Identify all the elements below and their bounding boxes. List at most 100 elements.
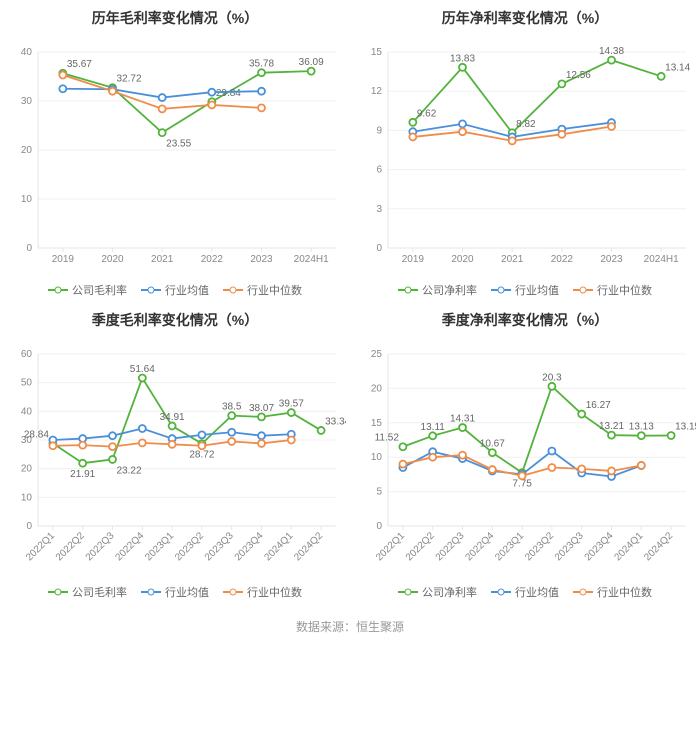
svg-text:2023Q3: 2023Q3 (203, 530, 236, 563)
svg-text:60: 60 (21, 349, 33, 360)
svg-text:0: 0 (376, 243, 382, 254)
svg-text:13.11: 13.11 (421, 422, 446, 433)
chart-body: 05101520252022Q12022Q22022Q32022Q42023Q1… (354, 336, 696, 576)
svg-text:25: 25 (371, 349, 383, 360)
svg-text:2024H1: 2024H1 (294, 254, 329, 265)
svg-text:6: 6 (376, 165, 382, 176)
svg-text:9: 9 (376, 125, 382, 136)
svg-text:2024Q1: 2024Q1 (612, 530, 645, 563)
svg-text:15: 15 (371, 47, 383, 58)
svg-text:38.5: 38.5 (222, 402, 242, 413)
chart-title: 季度毛利率变化情况（%） (4, 310, 346, 330)
legend-item-industry_median: 行业中位数 (573, 282, 652, 298)
svg-text:13.14: 13.14 (665, 62, 690, 73)
legend-label: 行业中位数 (597, 584, 652, 600)
svg-text:40: 40 (21, 47, 33, 58)
svg-text:2020: 2020 (101, 254, 124, 265)
svg-text:2023Q1: 2023Q1 (143, 530, 176, 563)
svg-text:35.78: 35.78 (249, 59, 274, 70)
panel-quarter_net: 季度净利率变化情况（%） 05101520252022Q12022Q22022Q… (350, 302, 700, 604)
svg-text:2024Q2: 2024Q2 (292, 530, 325, 563)
svg-text:50: 50 (21, 378, 33, 389)
svg-text:2023Q3: 2023Q3 (553, 530, 586, 563)
svg-text:39.57: 39.57 (279, 399, 304, 410)
svg-text:36.09: 36.09 (299, 57, 324, 68)
legend-item-industry_median: 行业中位数 (223, 584, 302, 600)
svg-text:28.72: 28.72 (189, 450, 214, 461)
svg-text:12: 12 (371, 86, 383, 97)
legend-item-industry_avg: 行业均值 (141, 282, 209, 298)
svg-text:2022Q2: 2022Q2 (404, 530, 437, 563)
svg-text:14.38: 14.38 (599, 46, 624, 57)
svg-text:2023Q2: 2023Q2 (173, 530, 206, 563)
svg-text:20: 20 (21, 464, 33, 475)
legend-label: 行业均值 (515, 282, 559, 298)
svg-text:38.07: 38.07 (249, 403, 274, 414)
svg-text:2023: 2023 (250, 254, 273, 265)
legend-item-industry_avg: 行业均值 (491, 584, 559, 600)
svg-text:2024Q1: 2024Q1 (262, 530, 295, 563)
legend-label: 行业中位数 (597, 282, 652, 298)
legend-item-company: 公司净利率 (398, 282, 477, 298)
svg-text:2024H1: 2024H1 (644, 254, 679, 265)
svg-text:2023Q4: 2023Q4 (233, 530, 266, 563)
svg-text:12.56: 12.56 (566, 70, 591, 81)
svg-text:20: 20 (21, 145, 33, 156)
svg-text:23.22: 23.22 (117, 465, 142, 476)
svg-text:15: 15 (371, 418, 383, 429)
svg-text:5: 5 (376, 487, 382, 498)
legend-label: 公司净利率 (422, 282, 477, 298)
legend-label: 行业中位数 (247, 282, 302, 298)
svg-text:10: 10 (21, 492, 33, 503)
svg-text:14.31: 14.31 (450, 414, 475, 425)
svg-text:13.15: 13.15 (675, 422, 696, 433)
svg-text:51.64: 51.64 (130, 364, 155, 375)
svg-text:32.72: 32.72 (117, 74, 142, 85)
svg-text:23.55: 23.55 (166, 139, 191, 150)
svg-text:2022Q4: 2022Q4 (463, 530, 496, 563)
svg-text:2022Q3: 2022Q3 (434, 530, 467, 563)
svg-text:2023Q4: 2023Q4 (583, 530, 616, 563)
svg-text:2019: 2019 (52, 254, 75, 265)
legend-label: 行业均值 (515, 584, 559, 600)
legend-item-company: 公司毛利率 (48, 282, 127, 298)
svg-text:40: 40 (21, 406, 33, 417)
svg-text:0: 0 (26, 243, 32, 254)
legend-label: 公司毛利率 (72, 282, 127, 298)
chart-title: 历年净利率变化情况（%） (354, 8, 696, 28)
legend-label: 行业均值 (165, 282, 209, 298)
chart-body: 010203040201920202021202220232024H135.67… (4, 34, 346, 274)
legend: 公司净利率 行业均值 行业中位数 (354, 584, 696, 600)
svg-text:7.75: 7.75 (512, 479, 532, 490)
svg-text:2021: 2021 (501, 254, 524, 265)
legend-label: 行业中位数 (247, 584, 302, 600)
svg-text:35.67: 35.67 (67, 59, 92, 70)
chart-grid: 历年毛利率变化情况（%） 010203040201920202021202220… (0, 0, 700, 604)
svg-text:20.3: 20.3 (542, 372, 562, 383)
chart-body: 01020304050602022Q12022Q22022Q32022Q4202… (4, 336, 346, 576)
legend-item-industry_median: 行业中位数 (223, 282, 302, 298)
svg-text:13.21: 13.21 (599, 421, 624, 432)
legend-label: 公司毛利率 (72, 584, 127, 600)
svg-text:10: 10 (21, 194, 33, 205)
legend-item-industry_median: 行业中位数 (573, 584, 652, 600)
svg-text:2022: 2022 (201, 254, 224, 265)
svg-text:21.91: 21.91 (70, 469, 95, 480)
chart-body: 03691215201920202021202220232024H19.6213… (354, 34, 696, 274)
legend: 公司净利率 行业均值 行业中位数 (354, 282, 696, 298)
legend-item-company: 公司净利率 (398, 584, 477, 600)
svg-text:0: 0 (376, 521, 382, 532)
chart-title: 季度净利率变化情况（%） (354, 310, 696, 330)
svg-text:3: 3 (376, 204, 382, 215)
svg-text:2022: 2022 (551, 254, 574, 265)
quarter_net-svg: 05101520252022Q12022Q22022Q32022Q42023Q1… (354, 336, 696, 576)
legend-item-industry_avg: 行业均值 (141, 584, 209, 600)
legend: 公司毛利率 行业均值 行业中位数 (4, 584, 346, 600)
svg-text:2022Q2: 2022Q2 (54, 530, 87, 563)
svg-text:29.84: 29.84 (216, 88, 241, 99)
legend-item-industry_avg: 行业均值 (491, 282, 559, 298)
chart-title: 历年毛利率变化情况（%） (4, 8, 346, 28)
annual_net-svg: 03691215201920202021202220232024H19.6213… (354, 34, 696, 274)
svg-text:28.84: 28.84 (24, 429, 49, 440)
quarter_gross-svg: 01020304050602022Q12022Q22022Q32022Q4202… (4, 336, 346, 576)
